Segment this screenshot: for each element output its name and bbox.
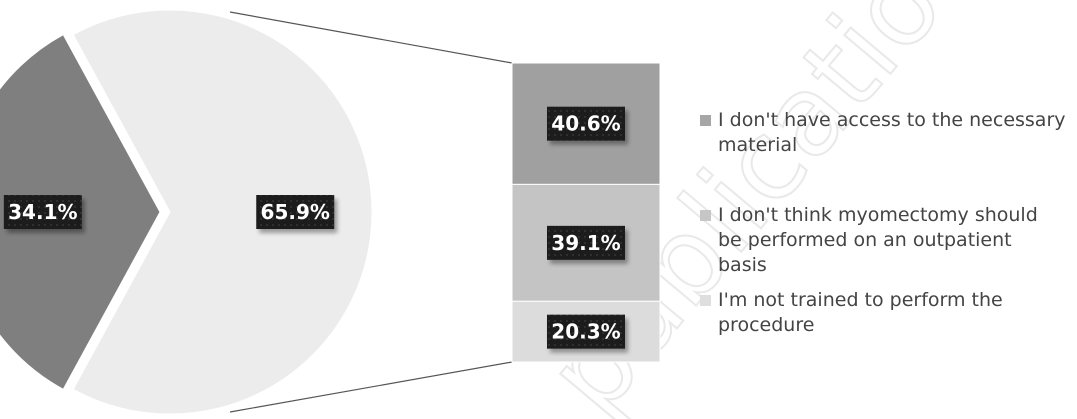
data-label-text: 34.1% [8,200,77,224]
connector-line-top [229,11,513,64]
data-label: 20.3% [547,314,625,349]
pie-slice [72,9,373,415]
data-label-text: 40.6% [551,112,620,136]
legend-swatch [700,210,711,221]
connector-lines [229,11,513,413]
data-label-text: 39.1% [551,231,620,255]
data-label: 39.1% [547,225,625,260]
data-label-text: 20.3% [551,320,620,344]
data-label-text: 65.9% [261,200,330,224]
data-labels: 34.1% 65.9% 40.6% 39.1% 20.3% [3,106,625,349]
legend-swatch [700,115,711,126]
data-label-box [547,225,625,260]
data-label-box [547,314,625,349]
legend-label: I don't have access to the necessary mate… [718,109,1066,156]
legend-item: I don't think myomectomy should be perfor… [700,203,1068,278]
data-label-box [256,195,335,229]
connector-line-bottom [229,361,513,413]
breakdown-bar [511,62,661,363]
legend-item: I don't have access to the necessary mate… [700,108,1068,158]
data-label: 34.1% [3,195,82,229]
legend-label: I'm not trained to perform the procedure [718,289,1003,336]
legend-swatch [700,295,711,306]
data-label: 40.6% [547,106,625,141]
legend-label: I don't think myomectomy should be perfor… [718,204,1038,276]
data-label-box [3,195,82,229]
data-label-box [547,106,625,141]
data-label: 65.9% [256,195,335,229]
legend-item: I'm not trained to perform the procedure [700,288,1068,338]
